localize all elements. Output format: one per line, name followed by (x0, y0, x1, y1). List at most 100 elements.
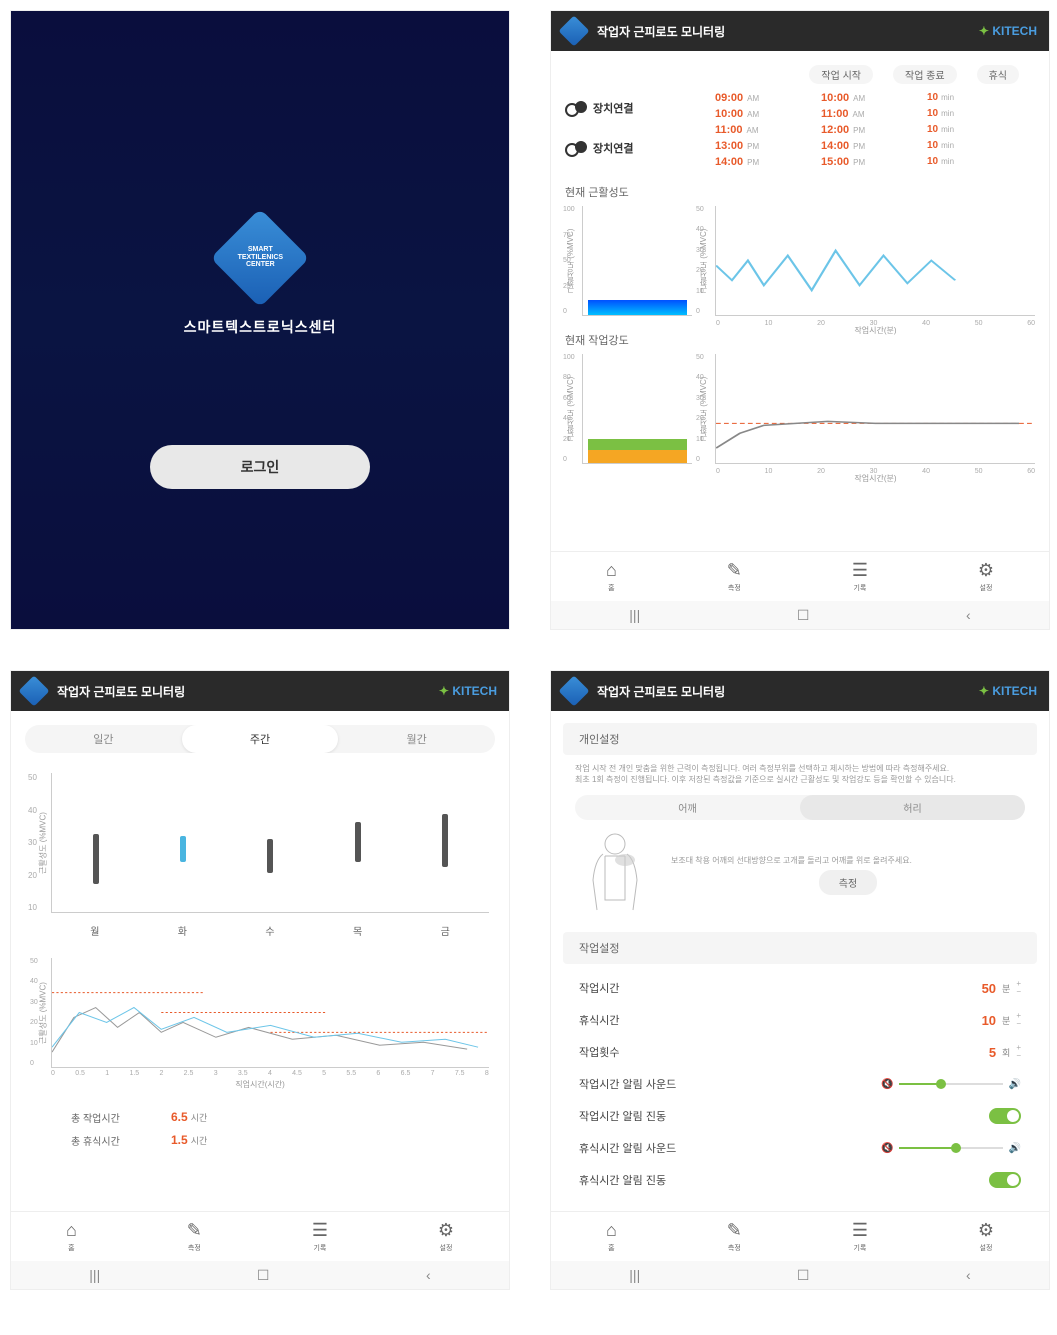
stepper[interactable]: +− (1016, 980, 1021, 996)
nav-icon: ⚙ (978, 1220, 994, 1241)
week-chart: 근활성도 (%MVC) 5040302010 (51, 773, 489, 913)
android-recent[interactable]: ||| (629, 1267, 640, 1283)
logo-container: SMART TEXTILENICS CENTER 스마트텍스트로닉스센터 (184, 223, 337, 337)
brand-text: KITECH (452, 684, 497, 698)
chart2-line: 50403020100 0102030405060 작업시간(분) (715, 354, 1035, 464)
header-brand: ✦ KITECH (979, 684, 1037, 698)
nav-설정[interactable]: ⚙설정 (978, 1220, 994, 1253)
login-button[interactable]: 로그인 (150, 445, 370, 489)
setting-row: 작업시간50분+− (551, 972, 1049, 1004)
nav-label: 설정 (980, 583, 993, 593)
volume-high-icon: 🔊 (1009, 1143, 1021, 1154)
android-back[interactable]: ‹ (426, 1267, 431, 1283)
nav-label: 기록 (853, 1243, 866, 1253)
nav-설정[interactable]: ⚙설정 (978, 560, 994, 593)
nav-설정[interactable]: ⚙설정 (438, 1220, 454, 1253)
body-tab-어깨[interactable]: 어깨 (575, 795, 800, 820)
nav-기록[interactable]: ☰기록 (852, 1220, 868, 1253)
settings-screen: 작업자 근피로도 모니터링 ✦ KITECH 개인설정 작업 시작 전 개인 맞… (550, 670, 1050, 1290)
volume-slider[interactable]: 🔇🔊 (881, 1143, 1021, 1154)
day-label: 화 (178, 923, 187, 938)
stepper[interactable]: +− (1016, 1044, 1021, 1060)
nav-측정[interactable]: ✎측정 (727, 1220, 742, 1253)
volume-low-icon: 🔇 (881, 1143, 893, 1154)
nav-label: 측정 (728, 1243, 741, 1253)
header-title: 작업자 근피로도 모니터링 (597, 683, 979, 700)
bottom-nav: ⌂홈✎측정☰기록⚙설정 (551, 551, 1049, 601)
link-icon (565, 101, 587, 115)
android-home[interactable]: ☐ (797, 1267, 810, 1284)
toggle-switch[interactable] (989, 1108, 1021, 1124)
chart1-single-bar (588, 300, 686, 315)
android-home[interactable]: ☐ (257, 1267, 270, 1284)
bottom-nav: ⌂홈 ✎측정 ☰기록 ⚙설정 (11, 1211, 509, 1261)
summary-unit: 시간 (191, 1113, 208, 1123)
header-title: 작업자 근피로도 모니터링 (57, 683, 439, 700)
android-recent[interactable]: ||| (629, 607, 640, 623)
volume-slider[interactable]: 🔇🔊 (881, 1079, 1021, 1090)
sched-start: 09:00AM (715, 92, 805, 104)
tab-주간[interactable]: 주간 (182, 725, 339, 753)
nav-홈[interactable]: ⌂홈 (606, 1220, 617, 1253)
nav-기록[interactable]: ☰기록 (312, 1220, 328, 1253)
summary-label: 총 휴식시간 (71, 1133, 141, 1148)
schedule-header: 작업 시작 작업 종료 휴식 (565, 65, 1035, 84)
day-label: 금 (441, 923, 450, 938)
stepper[interactable]: +− (1016, 1012, 1021, 1028)
header-title: 작업자 근피로도 모니터링 (597, 23, 979, 40)
summary-value: 6.5 (171, 1110, 188, 1124)
device-connect-2[interactable]: 장치연결 (565, 140, 715, 156)
week-bar (93, 834, 99, 884)
tab-월간[interactable]: 월간 (338, 725, 495, 753)
settings-desc-2: 최초 1회 측정이 진행됩니다. 이후 저장된 측정값을 기준으로 실시간 근활… (551, 774, 1049, 785)
nav-홈[interactable]: ⌂홈 (606, 560, 617, 593)
nav-label: 측정 (728, 583, 741, 593)
setting-row: 휴식시간10분+− (551, 1004, 1049, 1036)
body-tab-허리[interactable]: 허리 (800, 795, 1025, 820)
device-connect-1[interactable]: 장치연결 (565, 100, 715, 116)
sched-rest: 10min (927, 108, 997, 120)
setting-label: 작업시간 알림 사운드 (579, 1076, 881, 1092)
setting-row: 작업횟수5회+− (551, 1036, 1049, 1068)
summary-unit: 시간 (191, 1136, 208, 1146)
sched-start: 14:00PM (715, 156, 805, 168)
android-home[interactable]: ☐ (797, 607, 810, 624)
android-nav: ||| ☐ ‹ (11, 1261, 509, 1289)
logo-text: SMART TEXTILENICS CENTER (225, 246, 295, 269)
setting-unit: 분 (1002, 1014, 1010, 1027)
android-recent[interactable]: ||| (89, 1267, 100, 1283)
sched-col-start: 작업 시작 (809, 65, 873, 84)
volume-low-icon: 🔇 (881, 1079, 893, 1090)
app-header: 작업자 근피로도 모니터링 ✦ KITECH (551, 11, 1049, 51)
day-label: 수 (265, 923, 274, 938)
sched-rest: 10min (927, 140, 997, 152)
nav-측정[interactable]: ✎측정 (187, 1220, 202, 1253)
volume-high-icon: 🔊 (1009, 1079, 1021, 1090)
setting-unit: 분 (1002, 982, 1010, 995)
measure-button[interactable]: 측정 (819, 870, 877, 895)
nav-icon: ⌂ (606, 560, 617, 581)
settings-desc-1: 작업 시작 전 개인 맞춤을 위한 근력이 측정됩니다. 여러 측정부위를 선택… (551, 763, 1049, 774)
sched-end: 11:00AM (821, 108, 911, 120)
sched-rest: 10min (927, 156, 997, 168)
header-logo-icon (558, 675, 589, 706)
nav-icon: ✎ (187, 1220, 202, 1241)
toggle-switch[interactable] (989, 1172, 1021, 1188)
monitoring-screen: 작업자 근피로도 모니터링 ✦ KITECH 작업 시작 작업 종료 휴식 장치… (550, 10, 1050, 630)
tab-일간[interactable]: 일간 (25, 725, 182, 753)
nav-기록[interactable]: ☰기록 (852, 560, 868, 593)
app-header: 작업자 근피로도 모니터링 ✦ KITECH (551, 671, 1049, 711)
nav-icon: ⌂ (606, 1220, 617, 1241)
android-back[interactable]: ‹ (966, 1267, 971, 1283)
week-ylabel: 근활성도 (%MVC) (37, 812, 48, 874)
history-screen: 작업자 근피로도 모니터링 ✦ KITECH 일간주간월간 근활성도 (%MVC… (10, 670, 510, 1290)
nav-홈[interactable]: ⌂홈 (66, 1220, 77, 1253)
android-back[interactable]: ‹ (966, 607, 971, 623)
nav-label: 기록 (853, 583, 866, 593)
nav-label: 홈 (608, 583, 614, 593)
android-nav: ||| ☐ ‹ (551, 1261, 1049, 1289)
nav-icon: ☰ (312, 1220, 328, 1241)
device-label: 장치연결 (593, 100, 633, 116)
login-screen: SMART TEXTILENICS CENTER 스마트텍스트로닉스센터 로그인 (10, 10, 510, 630)
nav-측정[interactable]: ✎측정 (727, 560, 742, 593)
